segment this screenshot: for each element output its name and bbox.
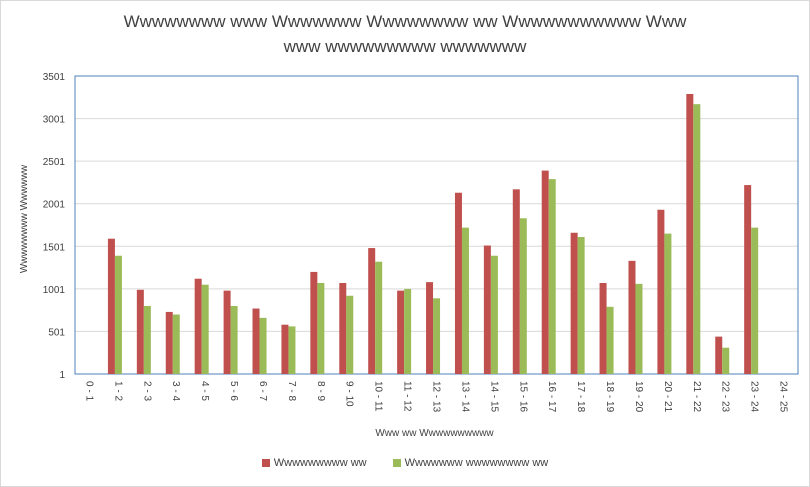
bar-series-2 (143, 305, 151, 374)
x-tick-label: 15 - 16 (517, 381, 528, 413)
x-tick-label: 10 - 11 (373, 381, 384, 412)
bar-series-1 (339, 282, 347, 374)
x-tick-label: 2 - 3 (141, 381, 152, 401)
bar-series-1 (599, 282, 607, 374)
bar-series-2 (751, 227, 759, 374)
x-tick-label: 1 - 2 (112, 381, 123, 401)
bar-series-1 (541, 170, 549, 374)
chart-title: Wwwwwwww www Wwwwwww Wwwwwwww ww Wwwwwww… (123, 12, 687, 31)
x-tick-label: 13 - 14 (459, 381, 470, 413)
x-tick-label: 18 - 19 (604, 381, 615, 413)
x-tick-label: 12 - 13 (431, 381, 442, 413)
x-tick-label: 14 - 15 (488, 381, 499, 413)
bar-series-1 (628, 260, 636, 374)
x-tick-label: 20 - 21 (662, 381, 673, 413)
bar-series-2 (230, 305, 238, 374)
bar-series-2 (288, 326, 296, 374)
bar-series-2 (664, 233, 672, 374)
bar-series-2 (346, 295, 354, 374)
legend-label-series-1: Wwwwwwwww ww (273, 457, 367, 469)
bar-series-2 (375, 261, 383, 374)
bar-series-2 (519, 218, 527, 374)
y-tick-label: 1 (59, 370, 65, 381)
legend: Wwwwwwwww ww Wwwwwww wwwwwwww ww (0, 457, 810, 469)
bar-series-1 (657, 209, 665, 374)
x-tick-label: 3 - 4 (170, 381, 181, 401)
y-tick-label: 3001 (43, 115, 66, 126)
bar-series-2 (201, 284, 209, 374)
bar-series-2 (490, 255, 498, 374)
bar-series-1 (368, 248, 376, 374)
bar-series-1 (107, 238, 115, 374)
x-tick-label: 11 - 12 (402, 381, 413, 412)
x-tick-label: 9 - 10 (344, 381, 355, 407)
x-tick-label: 21 - 22 (691, 381, 702, 413)
x-tick-label: 23 - 24 (749, 381, 760, 413)
bar-series-1 (512, 189, 520, 374)
bar-series-1 (165, 311, 173, 374)
x-tick-label: 0 - 1 (83, 381, 94, 401)
y-tick-label: 3501 (43, 72, 66, 83)
legend-item-series-2: Wwwwwww wwwwwwww ww (392, 457, 549, 469)
legend-item-series-1: Wwwwwwwww ww (261, 457, 367, 469)
bar-series-2 (317, 282, 325, 374)
bar-series-1 (686, 93, 694, 374)
y-axis-label: Wwwwwwww Wwwwww (19, 164, 30, 273)
bar-series-1 (252, 308, 260, 374)
chart-subtitle: www wwwwwwwww wwwwwww (283, 37, 527, 56)
x-tick-label: 22 - 23 (720, 381, 731, 413)
bar-series-1 (397, 290, 405, 374)
legend-swatch-series-1 (261, 459, 270, 467)
bar-series-1 (310, 271, 318, 374)
bar-series-2 (693, 104, 701, 375)
legend-swatch-series-2 (392, 459, 401, 467)
bar-series-1 (194, 278, 202, 374)
bar-series-2 (172, 314, 180, 374)
x-tick-label: 7 - 8 (286, 381, 297, 401)
bar-series-2 (635, 283, 643, 374)
x-tick-label: 8 - 9 (315, 381, 326, 401)
y-tick-label: 501 (48, 327, 65, 338)
x-tick-label: 17 - 18 (575, 381, 586, 413)
bar-series-2 (461, 227, 469, 374)
bar-series-1 (715, 336, 723, 374)
bar-series-1 (136, 289, 144, 374)
y-tick-label: 1501 (43, 242, 66, 253)
bar-series-2 (722, 347, 730, 374)
bar-series-2 (114, 255, 122, 374)
bar-series-2 (259, 317, 267, 374)
x-tick-label: 16 - 17 (546, 381, 557, 413)
y-tick-label: 2501 (43, 157, 66, 168)
bar-series-1 (570, 232, 578, 374)
legend-label-series-2: Wwwwwww wwwwwwww ww (404, 457, 549, 469)
bar-series-1 (483, 245, 491, 374)
x-tick-label: 19 - 20 (633, 381, 644, 413)
x-tick-label: 4 - 5 (199, 381, 210, 401)
x-tick-label: 24 - 25 (778, 381, 789, 413)
y-tick-label: 2001 (43, 200, 66, 211)
x-tick-label: 6 - 7 (257, 381, 268, 401)
x-axis-label: Www ww Wwwwwwwwww (375, 428, 494, 439)
bar-series-2 (577, 237, 585, 374)
bar-series-1 (223, 290, 231, 374)
x-tick-label: 5 - 6 (228, 381, 239, 401)
bar-series-2 (548, 179, 556, 374)
y-tick-label: 1001 (43, 285, 66, 296)
bar-series-2 (433, 298, 441, 374)
bar-series-2 (606, 306, 614, 374)
bar-series-1 (281, 324, 289, 374)
bar-series-1 (454, 192, 462, 374)
bar-series-2 (404, 288, 412, 374)
bar-series-1 (426, 282, 434, 374)
bar-series-1 (744, 185, 752, 374)
